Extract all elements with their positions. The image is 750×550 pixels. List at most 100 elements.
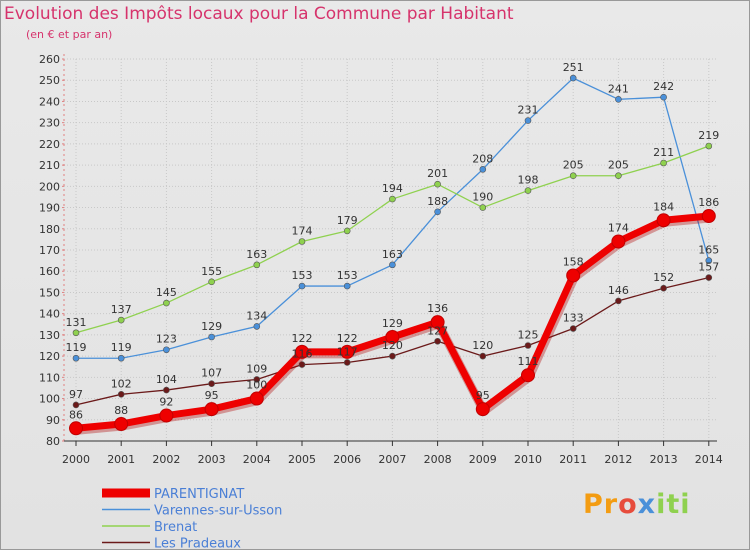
data-point [295, 344, 309, 359]
data-point [705, 274, 713, 281]
data-point [475, 402, 490, 417]
data-label: 157 [698, 261, 719, 274]
data-label: 242 [653, 80, 674, 93]
data-point [343, 227, 351, 235]
x-tick-label: 2003 [198, 453, 226, 466]
data-label: 241 [608, 82, 629, 95]
data-point [385, 330, 400, 345]
data-point [340, 344, 355, 359]
data-label: 184 [653, 200, 674, 213]
data-label: 127 [427, 324, 448, 337]
data-label: 194 [382, 182, 403, 195]
data-point [705, 257, 713, 264]
y-tick-label: 240 [39, 95, 60, 108]
data-point [479, 204, 487, 211]
data-label: 152 [653, 271, 674, 284]
data-point [72, 354, 80, 362]
data-label: 231 [518, 104, 539, 117]
y-tick-label: 170 [39, 244, 60, 257]
data-point [434, 208, 441, 216]
data-label: 104 [156, 373, 177, 386]
data-point [569, 325, 577, 332]
x-tick-label: 2002 [152, 453, 180, 466]
data-label: 153 [292, 269, 313, 282]
data-label: 145 [156, 286, 177, 299]
data-point [163, 299, 170, 307]
data-point [430, 315, 445, 330]
data-label: 179 [337, 214, 358, 227]
data-label: 219 [698, 129, 719, 142]
y-tick-label: 250 [39, 74, 60, 87]
data-label: 208 [472, 152, 493, 165]
data-label: 133 [563, 312, 584, 325]
x-tick-label: 2013 [650, 453, 678, 466]
data-label: 153 [337, 269, 358, 282]
data-label: 86 [69, 408, 83, 421]
data-point [656, 213, 671, 228]
data-point [298, 361, 306, 368]
legend-label: Brenat [154, 520, 197, 535]
y-tick-label: 160 [39, 265, 60, 278]
data-point [521, 368, 535, 383]
data-point [117, 316, 125, 324]
y-tick-label: 210 [39, 159, 60, 172]
data-labels: 119 119 123 129 134 153 153 163 188 208 231 251 241 2… [66, 61, 720, 421]
data-point [114, 417, 129, 432]
x-tick-label: 2008 [424, 453, 452, 466]
y-tick-label: 180 [39, 223, 60, 236]
data-label: 211 [653, 146, 674, 159]
legend-label: Les Pradeaux [154, 537, 241, 550]
chart-subtitle: (en € et par an) [26, 28, 113, 41]
y-tick-label: 200 [39, 180, 60, 193]
data-label: 119 [66, 341, 87, 354]
data-label: 129 [382, 317, 403, 330]
series-lines [69, 74, 716, 436]
data-point [298, 282, 306, 290]
data-point [615, 172, 622, 180]
data-point [253, 261, 261, 269]
data-point [389, 261, 396, 269]
x-tick-label: 2007 [378, 453, 406, 466]
data-label: 155 [201, 265, 222, 278]
data-point [249, 391, 264, 406]
data-point [611, 234, 626, 249]
data-label: 190 [472, 191, 493, 204]
data-point [204, 402, 219, 417]
data-point [615, 96, 622, 103]
data-point [705, 142, 713, 150]
y-tick-label: 260 [39, 53, 60, 66]
x-tick-label: 2012 [604, 453, 632, 466]
data-label: 131 [66, 316, 87, 329]
x-tick-label: 2001 [107, 453, 135, 466]
data-point [434, 180, 441, 188]
data-point [253, 376, 261, 383]
x-tick-label: 2011 [559, 453, 587, 466]
data-label: 163 [246, 248, 267, 261]
grid-lines [64, 58, 717, 442]
data-point [569, 74, 577, 82]
data-point [208, 333, 215, 341]
data-label: 205 [608, 159, 629, 172]
data-point [343, 282, 351, 290]
data-point [208, 278, 215, 286]
data-point [524, 342, 532, 349]
data-label: 146 [608, 284, 629, 297]
data-label: 92 [159, 396, 173, 409]
data-label: 116 [292, 348, 313, 361]
data-label: 186 [698, 196, 719, 209]
data-point [159, 408, 174, 423]
data-point [479, 166, 487, 173]
data-point [701, 209, 716, 224]
data-point [566, 268, 581, 283]
data-label: 205 [563, 159, 584, 172]
data-label: 109 [246, 362, 267, 375]
data-point [524, 117, 532, 124]
proxiti-logo: Proxiti [583, 489, 691, 520]
x-tick-label: 2014 [695, 453, 723, 466]
x-tick-label: 2000 [62, 453, 90, 466]
data-label: 111 [518, 355, 539, 368]
data-label: 136 [427, 302, 448, 315]
data-label: 201 [427, 167, 448, 180]
